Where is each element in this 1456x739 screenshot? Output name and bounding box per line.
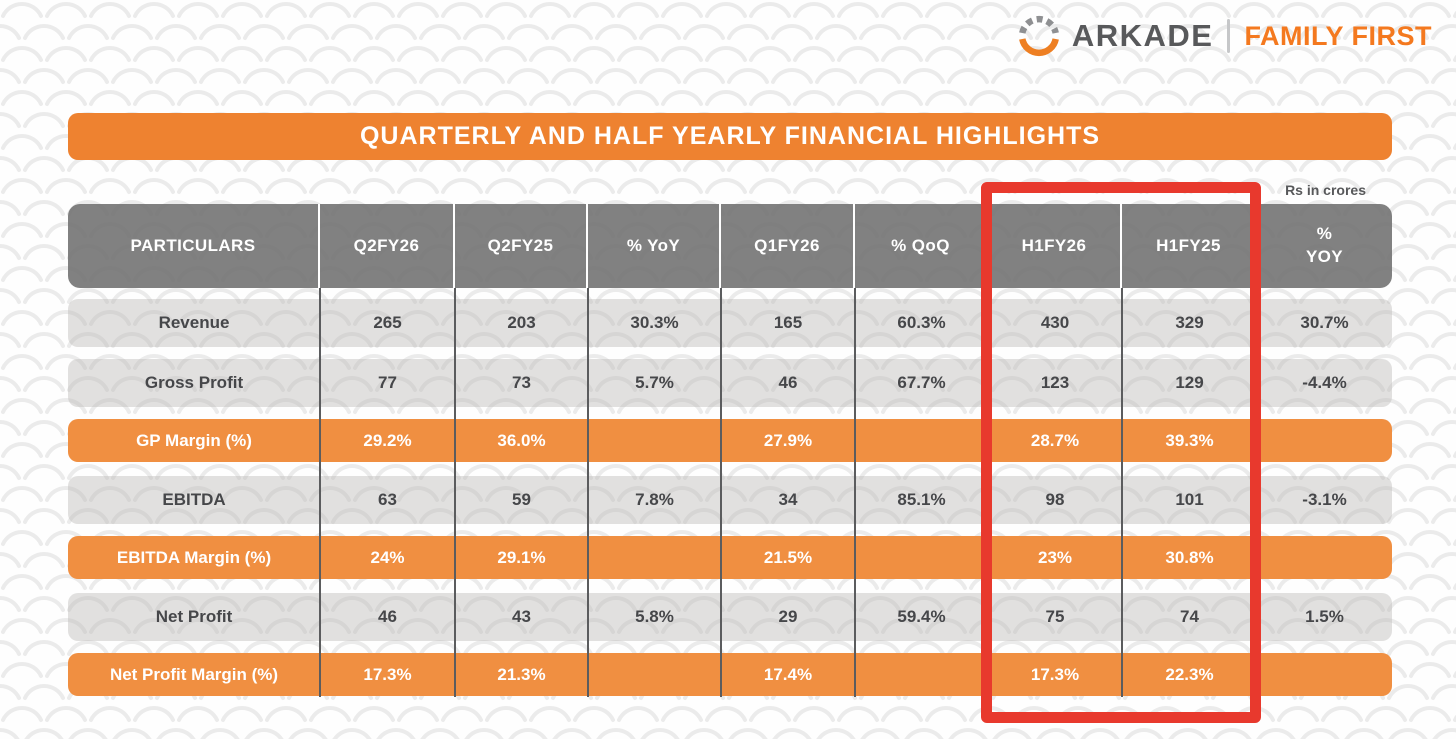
cell: 29.1% xyxy=(497,547,546,567)
table-row-ebitda-margin: EBITDA Margin (%) 24% 29.1% 21.5% 23% 30… xyxy=(68,536,1392,579)
cell: 17.4% xyxy=(763,664,813,684)
column-divider xyxy=(720,288,722,697)
brand-divider xyxy=(1227,19,1231,53)
row-label: EBITDA Margin (%) xyxy=(116,547,272,567)
column-header-h1-yoy: % YOY xyxy=(1305,224,1344,266)
column-divider xyxy=(854,288,856,697)
cell: 29.2% xyxy=(363,430,412,450)
cell xyxy=(1257,653,1392,696)
h1-columns-highlight-frame xyxy=(981,182,1261,723)
cell: 5.8% xyxy=(635,607,674,626)
cell: 24% xyxy=(370,547,405,567)
cell: 17.3% xyxy=(363,664,412,684)
cell: 27.9% xyxy=(763,430,813,450)
row-label: EBITDA xyxy=(162,490,226,509)
column-header-q2fy26: Q2FY26 xyxy=(320,204,455,288)
cell xyxy=(1257,419,1392,462)
cell: 98 xyxy=(1045,490,1065,509)
cell: 7.8% xyxy=(635,490,674,509)
cell: -4.4% xyxy=(1302,373,1347,392)
cell: 30.8% xyxy=(1165,547,1214,567)
cell: 1.5% xyxy=(1305,607,1344,626)
column-header-h1fy26: H1FY26 xyxy=(988,204,1122,288)
column-divider xyxy=(587,288,589,697)
column-header-q1fy26: Q1FY26 xyxy=(721,204,855,288)
cell: 22.3% xyxy=(1165,664,1214,684)
cell: 265 xyxy=(373,313,402,332)
table-header-row: PARTICULARS Q2FY26 Q2FY25 % YoY Q1FY26 %… xyxy=(68,204,1392,288)
row-label: GP Margin (%) xyxy=(136,430,252,450)
cell: 30.3% xyxy=(630,313,679,332)
cell: 30.7% xyxy=(1300,313,1349,332)
cell: 165 xyxy=(773,313,803,332)
row-label: Net Profit xyxy=(155,607,233,626)
cell: 101 xyxy=(1175,490,1204,509)
column-header-q2fy25: Q2FY25 xyxy=(455,204,588,288)
cell xyxy=(588,653,721,696)
cell xyxy=(588,536,721,579)
cell: 29 xyxy=(778,607,798,626)
cell: 23% xyxy=(1037,547,1073,567)
row-label: Revenue xyxy=(158,313,230,332)
row-label: Gross Profit xyxy=(144,373,244,392)
cell: 60.3% xyxy=(897,313,946,332)
brand-bar: ARKADE FAMILY FIRST xyxy=(1015,12,1432,60)
brand-name: ARKADE xyxy=(1071,18,1214,53)
arkade-logo-icon xyxy=(1018,15,1059,57)
column-header-yoy: % YoY xyxy=(588,204,721,288)
cell: 46 xyxy=(778,373,798,392)
page-title: QUARTERLY AND HALF YEARLY FINANCIAL HIGH… xyxy=(68,113,1392,160)
cell: 123 xyxy=(1040,373,1070,392)
cell: 430 xyxy=(1040,313,1070,332)
cell: 329 xyxy=(1175,313,1204,332)
column-divider xyxy=(454,288,456,697)
cell: 28.7% xyxy=(1030,430,1080,450)
cell: 85.1% xyxy=(897,490,946,509)
cell: -3.1% xyxy=(1302,490,1347,509)
cell xyxy=(855,536,988,579)
column-header-qoq: % QoQ xyxy=(855,204,988,288)
cell: 77 xyxy=(378,373,397,392)
cell: 39.3% xyxy=(1165,430,1214,450)
column-divider xyxy=(1121,288,1123,697)
table-row-gp-margin: GP Margin (%) 29.2% 36.0% 27.9% 28.7% 39… xyxy=(68,419,1392,462)
cell: 36.0% xyxy=(497,430,546,450)
cell: 73 xyxy=(512,373,531,392)
table-row-net-profit-margin: Net Profit Margin (%) 17.3% 21.3% 17.4% … xyxy=(68,653,1392,696)
cell: 46 xyxy=(378,607,397,626)
cell xyxy=(855,653,988,696)
brand-tagline: FAMILY FIRST xyxy=(1244,20,1432,51)
row-label: Net Profit Margin (%) xyxy=(109,664,279,684)
cell: 75 xyxy=(1045,607,1065,626)
cell: 21.5% xyxy=(763,547,813,567)
table-row-revenue: Revenue 265 203 30.3% 165 60.3% 430 329 … xyxy=(68,299,1392,347)
cell: 63 xyxy=(378,490,397,509)
column-divider xyxy=(319,288,321,697)
cell: 34 xyxy=(778,490,798,509)
cell xyxy=(1257,536,1392,579)
table-row-net-profit: Net Profit 46 43 5.8% 29 59.4% 75 74 1.5… xyxy=(68,593,1392,641)
cell xyxy=(855,419,988,462)
cell: 59 xyxy=(512,490,531,509)
cell: 67.7% xyxy=(897,373,946,392)
table-row-ebitda: EBITDA 63 59 7.8% 34 85.1% 98 101 -3.1% xyxy=(68,476,1392,524)
cell: 5.7% xyxy=(635,373,674,392)
cell: 43 xyxy=(512,607,531,626)
cell xyxy=(588,419,721,462)
table-body: Revenue 265 203 30.3% 165 60.3% 430 329 … xyxy=(68,288,1392,696)
unit-note: Rs in crores xyxy=(1285,182,1366,198)
cell: 129 xyxy=(1175,373,1204,392)
cell: 203 xyxy=(507,313,536,332)
cell: 74 xyxy=(1180,607,1199,626)
cell: 17.3% xyxy=(1030,664,1080,684)
cell: 59.4% xyxy=(897,607,946,626)
table-row-gross-profit: Gross Profit 77 73 5.7% 46 67.7% 123 129… xyxy=(68,359,1392,407)
column-header-particulars: PARTICULARS xyxy=(68,204,320,288)
cell: 21.3% xyxy=(497,664,546,684)
financial-table: Rs in crores PARTICULARS Q2FY26 Q2FY25 %… xyxy=(68,182,1392,723)
